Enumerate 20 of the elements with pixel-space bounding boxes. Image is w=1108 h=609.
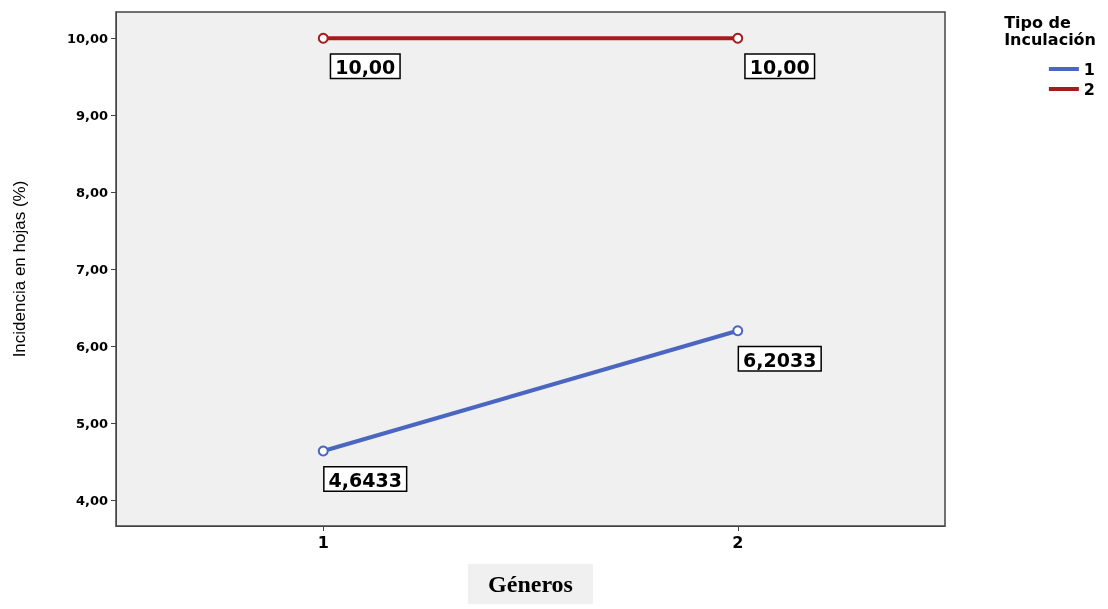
y-axis-title: Incidencia en hojas (%) [10, 180, 29, 358]
x-axis-title: Géneros [488, 571, 573, 597]
y-tick-label: 8,00 [75, 184, 108, 200]
legend-label: 1 [1083, 59, 1096, 79]
legend-label: 2 [1083, 79, 1096, 99]
y-tick-label: 4,00 [75, 493, 108, 509]
point [732, 325, 744, 337]
y-tick-label: 7,00 [75, 261, 108, 277]
y-tick-label: 9,00 [75, 107, 108, 123]
y-tick-label: 6,00 [75, 338, 108, 354]
data-label: 6,2033 [743, 348, 817, 371]
point [317, 32, 329, 44]
point [317, 445, 329, 457]
y-tick-label: 10,00 [66, 30, 108, 46]
y-tick-label: 5,00 [75, 416, 108, 432]
data-label: 10,00 [749, 56, 810, 79]
data-label: 10,00 [335, 56, 396, 79]
legend-title: Tipo de Inculación [1004, 13, 1097, 49]
data-label: 4,6433 [328, 469, 402, 491]
point [732, 32, 744, 44]
